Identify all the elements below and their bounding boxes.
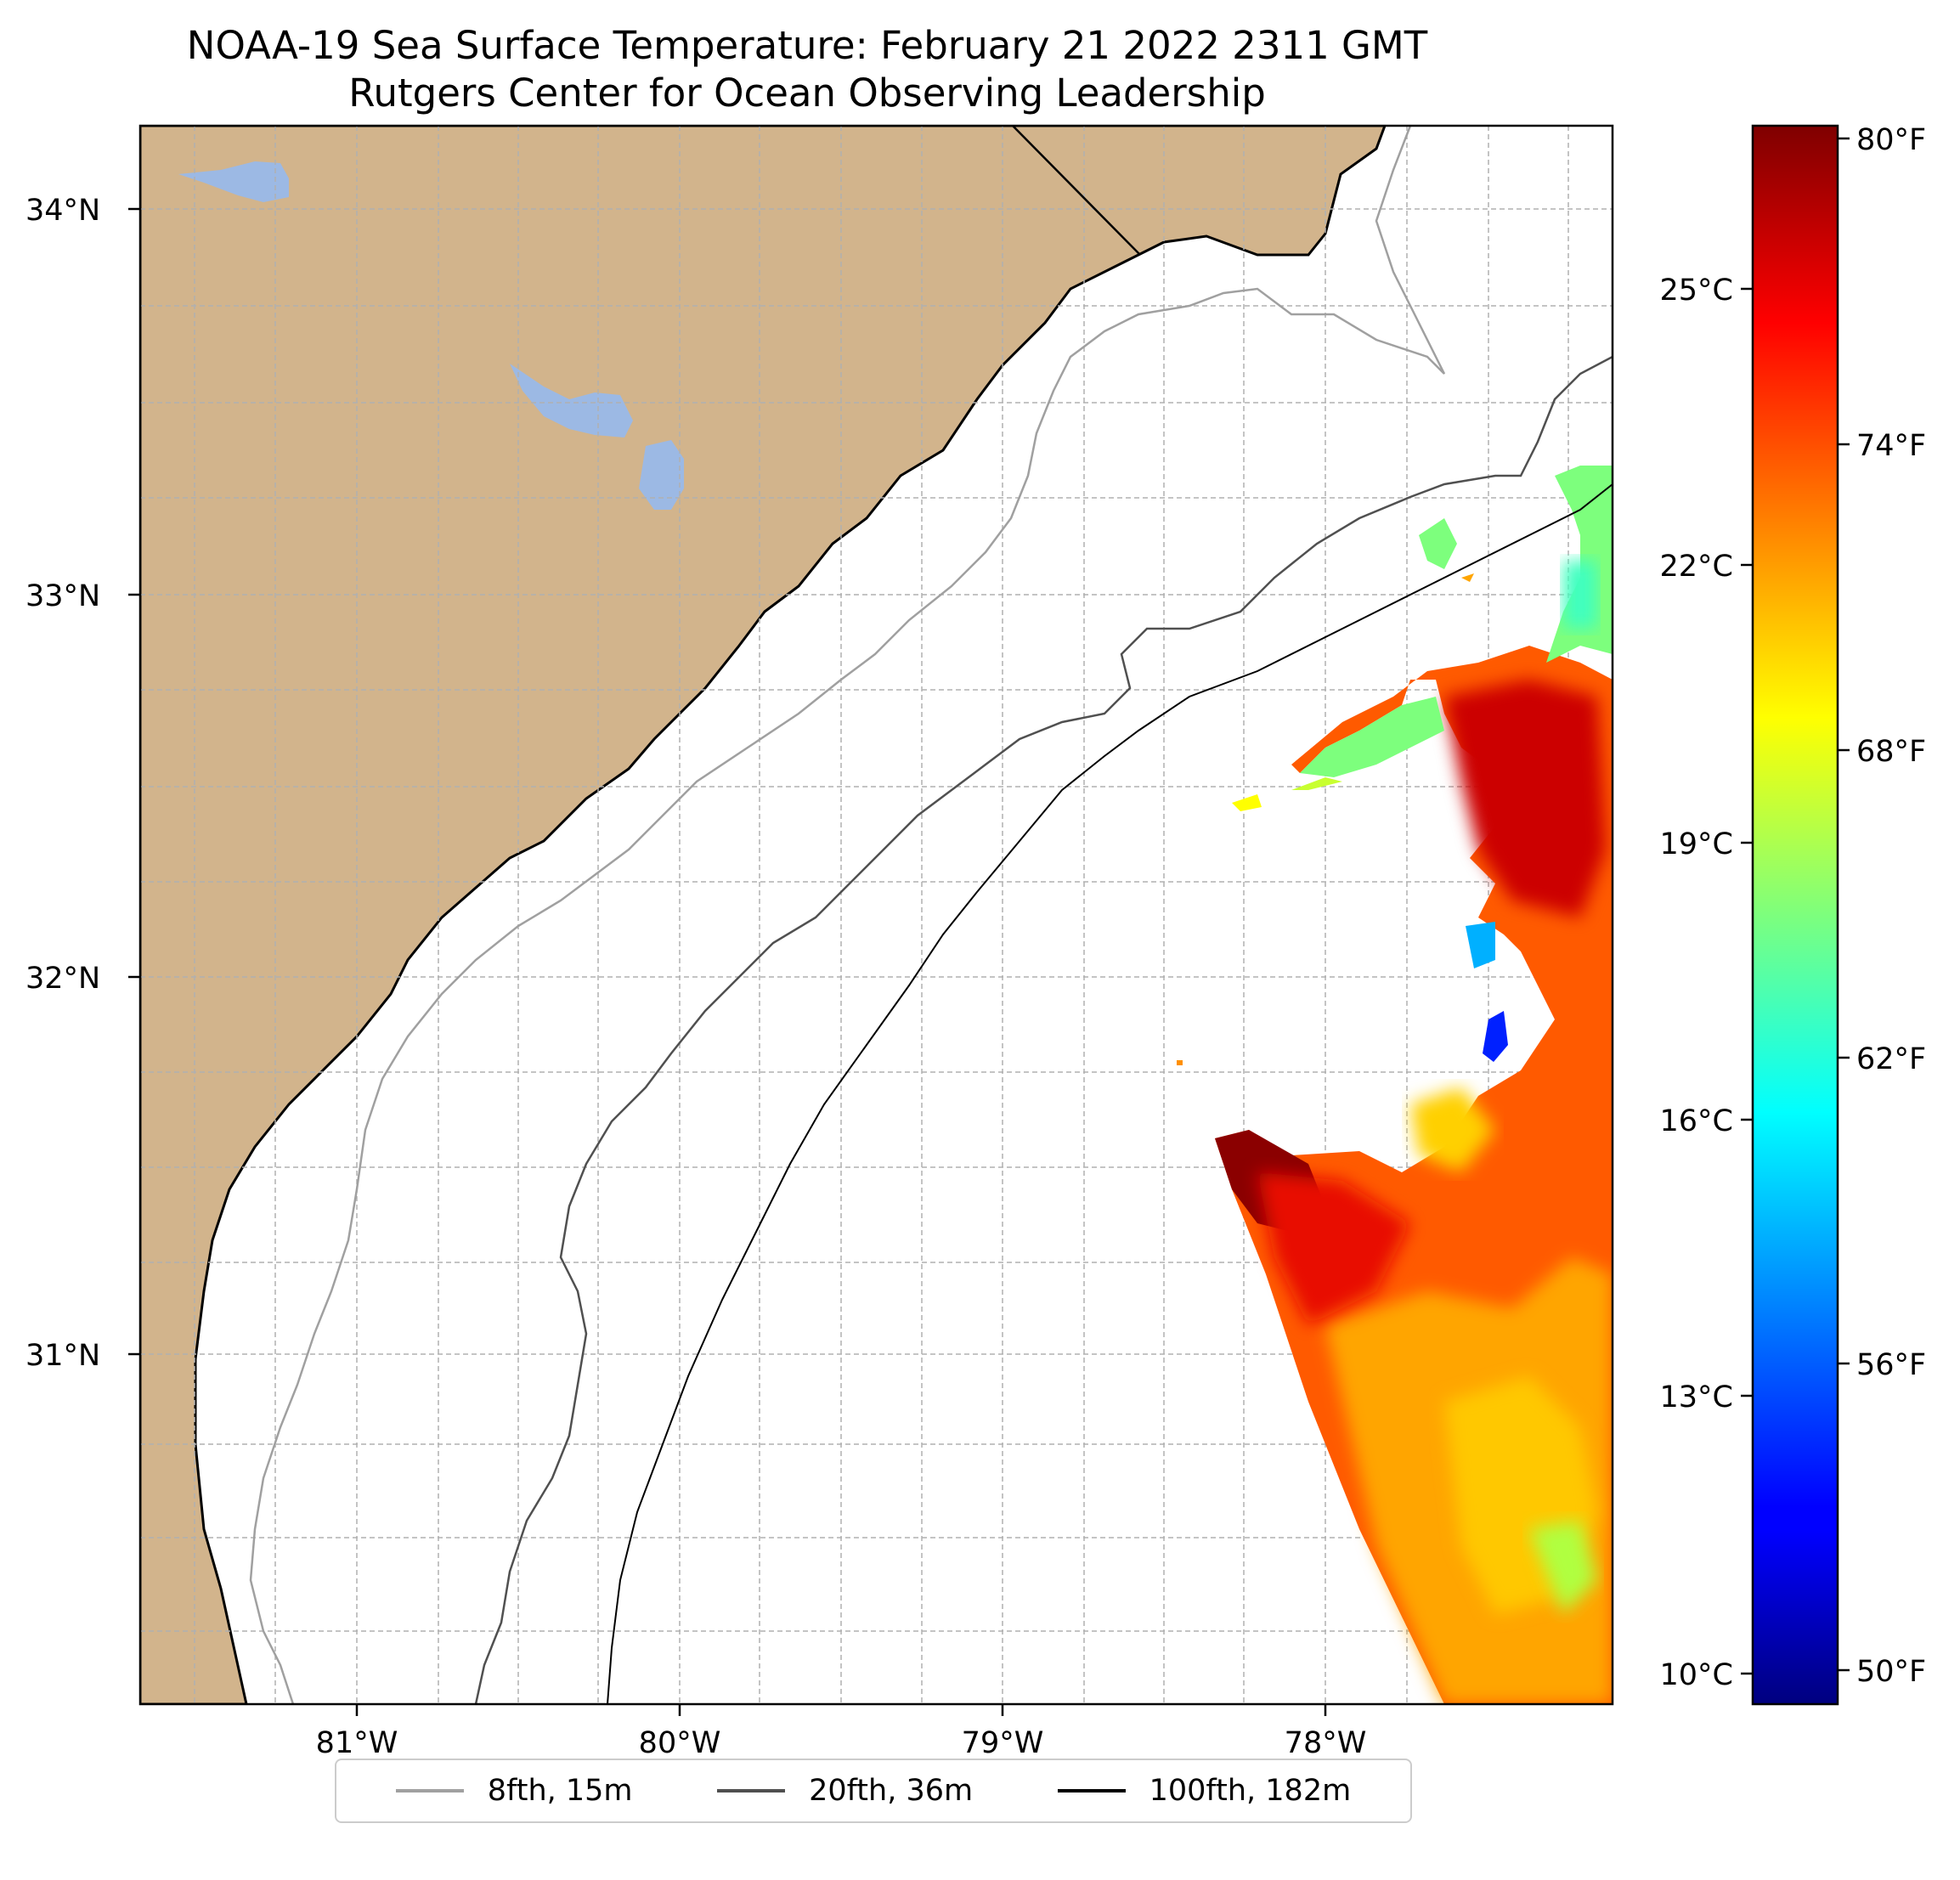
fahrenheit-label-74: 74°F	[1856, 429, 1926, 463]
legend-line-100fth	[1057, 1789, 1126, 1792]
legend-entry-20fth: 20fth, 36m	[717, 1774, 973, 1808]
celsius-label-19: 19°C	[1660, 827, 1733, 861]
sst-swath	[1177, 466, 1613, 1704]
legend-entry-8fth: 8fth, 15m	[395, 1774, 633, 1808]
legend-line-8fth	[395, 1789, 464, 1792]
lat-label-33: 33°N	[25, 579, 100, 613]
lon-labels: 81°W 80°W 79°W 78°W	[316, 1726, 1367, 1760]
colorbar: 25°C 22°C 19°C 16°C 13°C 10°C 80°F 74°F …	[1660, 123, 1926, 1706]
celsius-label-16: 16°C	[1660, 1104, 1733, 1138]
legend-line-20fth	[717, 1789, 786, 1792]
contour-legend: 8fth, 15m 20fth, 36m 100fth, 182m	[335, 1759, 1412, 1823]
fahrenheit-label-56: 56°F	[1856, 1348, 1926, 1382]
map-title: NOAA-19 Sea Surface Temperature: Februar…	[0, 22, 1614, 117]
lake-marion	[639, 440, 684, 510]
celsius-label-13: 13°C	[1660, 1380, 1733, 1414]
lat-label-32: 32°N	[25, 962, 100, 996]
celsius-label-10: 10°C	[1660, 1658, 1733, 1692]
legend-label-8fth: 8fth, 15m	[487, 1774, 633, 1808]
colorbar-gradient	[1751, 124, 1839, 1706]
celsius-label-22: 22°C	[1660, 550, 1733, 584]
title-line-1: NOAA-19 Sea Surface Temperature: Februar…	[186, 23, 1428, 68]
celsius-label-25: 25°C	[1660, 274, 1733, 308]
lon-label-80: 80°W	[639, 1726, 721, 1760]
land-mass	[140, 126, 1387, 1704]
lon-label-78: 78°W	[1285, 1726, 1367, 1760]
lat-label-31: 31°N	[25, 1339, 100, 1373]
title-line-2: Rutgers Center for Ocean Observing Leade…	[348, 71, 1266, 116]
lake-moultrie	[510, 364, 633, 438]
axis-ticks	[128, 207, 1327, 1716]
fahrenheit-label-80: 80°F	[1856, 123, 1926, 157]
legend-entry-100fth: 100fth, 182m	[1057, 1774, 1352, 1808]
contour-100fth	[607, 483, 1613, 1704]
lat-label-34: 34°N	[25, 194, 100, 228]
lon-label-79: 79°W	[962, 1726, 1044, 1760]
fahrenheit-label-50: 50°F	[1856, 1655, 1926, 1689]
lake-north	[178, 161, 289, 202]
lon-label-81: 81°W	[316, 1726, 398, 1760]
legend-label-100fth: 100fth, 182m	[1149, 1774, 1352, 1808]
plot-frame	[138, 124, 1614, 1706]
fahrenheit-label-68: 68°F	[1856, 735, 1926, 769]
fahrenheit-label-62: 62°F	[1856, 1042, 1926, 1076]
contour-20fth	[474, 355, 1613, 1704]
state-border	[1012, 126, 1141, 256]
lat-labels: 34°N 33°N 32°N 31°N	[25, 194, 100, 1373]
legend-label-20fth: 20fth, 36m	[809, 1774, 974, 1808]
contour-8fth	[249, 126, 1446, 1704]
